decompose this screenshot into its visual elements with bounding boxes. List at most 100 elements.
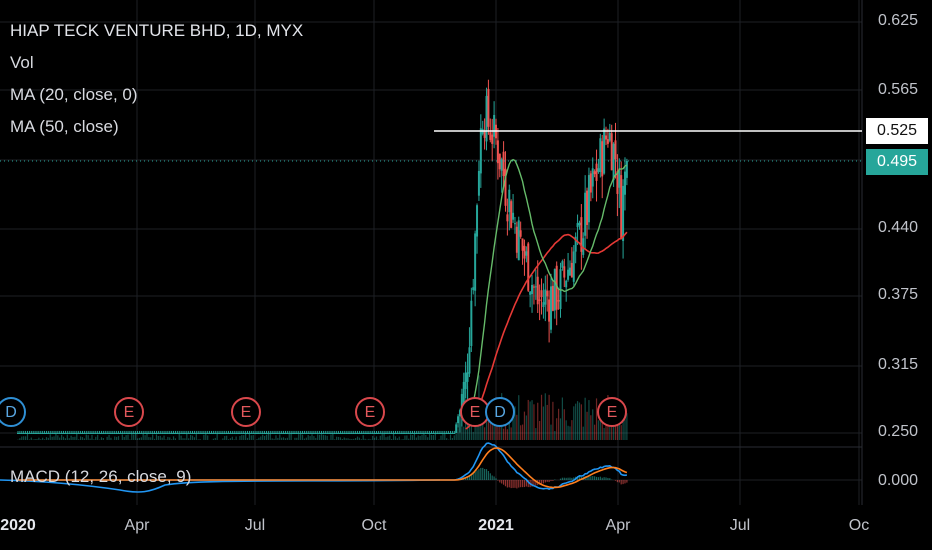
volume-bar — [396, 438, 398, 440]
volume-bar — [245, 433, 247, 440]
volume-bar — [351, 438, 353, 440]
volume-bar — [375, 436, 378, 440]
dividend-event-marker[interactable]: D — [0, 397, 26, 427]
macd-histogram-bar — [521, 480, 524, 488]
macd-histogram-bar — [506, 480, 508, 488]
volume-bar — [326, 435, 328, 440]
candle-body — [367, 433, 370, 434]
volume-bar — [571, 420, 573, 440]
candle-body — [127, 433, 130, 434]
volume-bar — [586, 411, 588, 440]
candle-body — [56, 433, 59, 434]
volume-bar — [315, 437, 317, 440]
x-axis-tick: Apr — [124, 517, 150, 534]
volume-bar — [68, 438, 70, 440]
volume-bar — [588, 400, 590, 440]
volume-bar — [178, 433, 180, 440]
ma20-legend: MA (20, close, 0) — [10, 85, 138, 104]
volume-bar — [364, 438, 366, 440]
candle-body — [290, 433, 293, 434]
macd-histogram-bar — [466, 476, 469, 480]
volume-bar — [157, 435, 159, 440]
volume-bar — [544, 393, 546, 440]
volume-bar — [531, 400, 533, 440]
volume-bar — [411, 435, 414, 440]
earnings-event-marker[interactable]: E — [231, 397, 261, 427]
volume-bar — [472, 431, 474, 440]
candle-body — [553, 269, 556, 311]
candle-body — [472, 287, 475, 291]
macd-histogram-bar — [561, 477, 563, 480]
candle-body — [563, 266, 566, 278]
candle-body — [257, 433, 260, 434]
candle-body — [436, 433, 439, 434]
candle-body — [510, 201, 513, 228]
candle-body — [180, 433, 183, 434]
volume-bar — [89, 438, 91, 440]
candle-body — [45, 433, 48, 434]
volume-bar — [489, 408, 491, 440]
candle-body — [419, 433, 422, 434]
candle-body — [182, 433, 185, 434]
candle-body — [603, 128, 606, 174]
candle-body — [250, 433, 253, 434]
volume-bar — [72, 436, 74, 440]
candle-body — [191, 433, 194, 434]
candle-body — [64, 433, 67, 434]
volume-bar — [525, 415, 527, 440]
candle-body — [233, 433, 236, 434]
earnings-event-marker[interactable]: E — [114, 397, 144, 427]
candle-body — [625, 161, 628, 178]
volume-bar — [32, 439, 34, 440]
volume-bar — [127, 434, 129, 440]
volume-bar — [561, 397, 563, 440]
candle-body — [350, 433, 353, 434]
volume-bar — [222, 438, 224, 440]
volume-bar — [537, 402, 539, 440]
volume-bar — [425, 434, 427, 440]
earnings-event-marker[interactable]: E — [355, 397, 385, 427]
candle-body — [544, 289, 547, 305]
volume-bar — [51, 436, 53, 440]
volume-bar — [567, 425, 569, 440]
volume-bar — [78, 439, 80, 440]
candle-body — [102, 433, 105, 434]
dividend-event-marker[interactable]: D — [485, 397, 515, 427]
candle-body — [622, 185, 625, 241]
candle-body — [174, 433, 177, 434]
volume-bar — [332, 433, 334, 440]
volume-bar — [385, 437, 387, 440]
candle-body — [457, 416, 460, 424]
candle-body — [176, 433, 179, 434]
candle-body — [413, 433, 416, 434]
candle-body — [388, 433, 391, 434]
candle-body — [555, 265, 558, 310]
volume-bar — [190, 434, 192, 440]
volume-bar — [59, 437, 61, 440]
candle-body — [274, 433, 277, 434]
candle-body — [322, 433, 325, 434]
candle-body — [498, 153, 501, 170]
candle-body — [90, 433, 93, 434]
macd-histogram-bar — [573, 477, 575, 480]
earnings-event-marker[interactable]: E — [597, 397, 627, 427]
macd-histogram-bar — [624, 480, 626, 484]
candle-body — [147, 433, 150, 434]
volume-bar — [87, 435, 89, 440]
volume-bar — [97, 434, 99, 440]
candle-body — [202, 433, 205, 434]
volume-bar — [440, 435, 442, 440]
earnings-event-marker[interactable]: E — [460, 397, 490, 427]
macd-legend: MACD (12, 26, close, 9) — [10, 467, 192, 486]
ma20-line — [465, 158, 628, 424]
candle-body — [466, 372, 469, 382]
volume-bar — [121, 434, 123, 440]
candle-body — [121, 433, 124, 434]
volume-bar — [212, 438, 214, 440]
candle-body — [244, 433, 247, 434]
volume-bar — [275, 435, 277, 440]
candle-body — [470, 300, 473, 347]
candle-body — [77, 433, 80, 434]
candle-body — [51, 433, 54, 434]
